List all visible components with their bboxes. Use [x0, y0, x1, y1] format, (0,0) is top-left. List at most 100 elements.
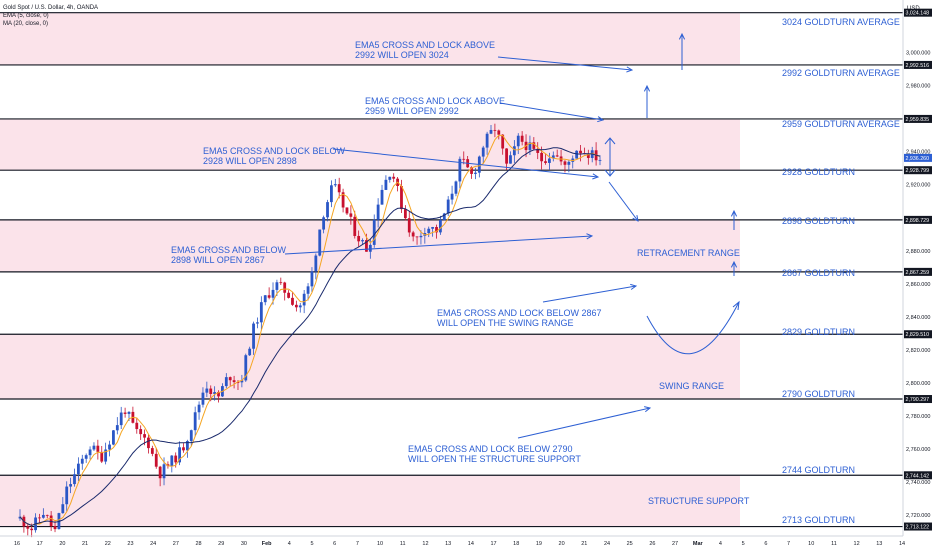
candle-body-137 — [551, 155, 555, 159]
candle-body-80 — [330, 185, 333, 203]
level-label-2992: 2992 GOLDTURN AVERAGE — [782, 68, 900, 78]
x-tick-35: 10 — [808, 541, 814, 547]
x-tick-9: 29 — [218, 541, 224, 547]
candle-body-126 — [509, 155, 512, 164]
candle-body-105 — [427, 228, 431, 234]
candle-body-112 — [454, 181, 458, 194]
candle-body-47 — [201, 392, 205, 405]
arrow-head-6 — [632, 215, 639, 222]
arrow-head-4 — [630, 283, 638, 290]
price-tag-2: 2,959.835 — [906, 117, 930, 123]
candle-body-132 — [532, 142, 536, 149]
arrow-head-10 — [730, 260, 738, 268]
candle-body-5 — [38, 517, 41, 519]
arrow-head-0 — [626, 66, 634, 73]
candle-body-67 — [279, 282, 283, 284]
candle-body-85 — [349, 213, 353, 217]
candle-body-86 — [353, 216, 357, 236]
candle-body-140 — [563, 161, 567, 165]
candle-body-133 — [536, 148, 540, 153]
candle-body-27 — [123, 412, 127, 414]
x-tick-17: 11 — [400, 541, 406, 547]
candle-body-74 — [306, 286, 310, 294]
ema-line — [19, 134, 601, 527]
arrow-head-7 — [678, 32, 686, 40]
zones-layer — [0, 12, 740, 527]
price-tag-7: 2,790.297 — [906, 397, 930, 403]
candle-body-95 — [388, 176, 392, 180]
current-price-tag: 2,936.260 — [906, 156, 930, 162]
ema-indicator-label[interactable]: EMA (5, close, 0) — [3, 13, 49, 19]
x-tick-32: 5 — [742, 541, 745, 547]
x-tick-5: 23 — [127, 541, 133, 547]
annotation-5-line-1: EMA5 CROSS AND LOCK BELOW 2867 — [437, 308, 602, 318]
candle-body-21 — [100, 451, 104, 462]
annotation-4-line-1: EMA5 CROSS AND BELOW — [171, 245, 287, 255]
candle-body-8 — [49, 515, 53, 527]
candle-body-121 — [489, 129, 493, 134]
candle-body-122 — [493, 129, 497, 131]
candle-body-33 — [147, 437, 150, 449]
ma-indicator-label[interactable]: MA (20, close, 0) — [3, 21, 49, 27]
x-tick-38: 13 — [876, 541, 882, 547]
zone-band-3 — [0, 334, 740, 400]
arrow-line-3 — [284, 235, 593, 255]
candle-body-7 — [45, 514, 49, 516]
x-tick-30: Mar — [693, 541, 704, 547]
swing-range-label: SWING RANGE — [659, 381, 725, 391]
candle-body-59 — [248, 348, 252, 356]
candle-body-91 — [372, 219, 376, 245]
double-arrow-head-up — [604, 137, 616, 145]
candle-body-135 — [544, 161, 547, 163]
arrows-layer — [284, 32, 740, 439]
candle-body-26 — [119, 412, 123, 426]
candle-body-18 — [88, 449, 92, 456]
x-tick-26: 24 — [604, 541, 610, 547]
level-label-2713: 2713 GOLDTURN — [782, 515, 856, 525]
candle-body-127 — [512, 146, 516, 156]
arrow-line-2 — [332, 148, 599, 178]
candle-body-76 — [314, 255, 318, 272]
candle-body-100 — [407, 218, 411, 233]
current-price-tag-bg — [904, 153, 932, 162]
price-tag-bg-5 — [904, 267, 932, 276]
candle-body-101 — [411, 232, 415, 237]
candle-body-61 — [256, 322, 259, 324]
candle-body-14 — [73, 474, 76, 485]
candle-body-55 — [232, 380, 236, 383]
zone-band-1 — [0, 118, 740, 171]
x-tick-3: 21 — [82, 541, 88, 547]
candle-body-22 — [104, 449, 108, 462]
arrow-head-1 — [597, 116, 605, 123]
currency-label: USD — [907, 6, 920, 12]
annotation-1-line-1: EMA5 CROSS AND LOCK ABOVE — [355, 40, 496, 50]
candle-body-63 — [263, 295, 267, 303]
y-tick-12: 2,740.000 — [906, 480, 930, 486]
arrow-line-5 — [517, 407, 651, 439]
candle-body-92 — [376, 204, 380, 220]
annotation-6: EMA5 CROSS AND LOCK BELOW 2790 WILL OPEN… — [408, 444, 581, 464]
candle-body-96 — [392, 176, 396, 179]
price-tag-bg-3 — [904, 166, 932, 175]
x-tick-34: 7 — [787, 541, 790, 547]
x-tick-21: 17 — [490, 541, 496, 547]
x-tick-22: 18 — [513, 541, 519, 547]
price-tag-1: 2,992.516 — [906, 63, 930, 69]
x-tick-24: 20 — [559, 541, 565, 547]
candle-body-111 — [450, 193, 454, 200]
price-tag-0: 3,024.148 — [906, 11, 930, 17]
annotation-2-line-1: EMA5 CROSS AND LOCK ABOVE — [365, 96, 506, 106]
candle-body-149 — [598, 159, 602, 161]
level-label-2867: 2867 GOLDTURN — [782, 268, 856, 278]
level-label-2928: 2928 GOLDTURN — [782, 167, 856, 177]
arrow-head-3 — [586, 233, 594, 240]
annotation-2-line-2: 2959 WILL OPEN 2992 — [365, 106, 459, 116]
price-tag-bg-7 — [904, 395, 932, 404]
level-label-2959: 2959 GOLDTURN AVERAGE — [782, 119, 900, 129]
candle-body-45 — [193, 412, 197, 431]
x-tick-15: 7 — [356, 541, 359, 547]
arrow-head-9 — [730, 209, 738, 217]
candle-body-42 — [182, 447, 185, 451]
candle-body-128 — [516, 135, 520, 147]
candle-body-23 — [108, 444, 111, 450]
